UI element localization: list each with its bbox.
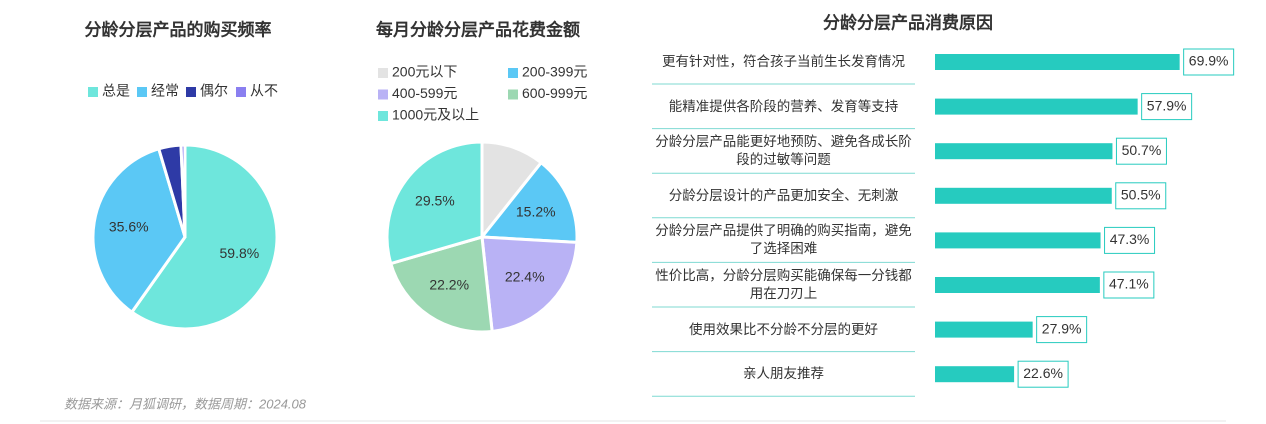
- category-label: 更有针对性，符合孩子当前生长发育情况: [662, 54, 905, 69]
- value-label: 22.4%: [505, 268, 545, 284]
- value-box: [1104, 226, 1156, 254]
- legend-label: 偶尔: [200, 83, 228, 99]
- bar: [935, 321, 1033, 338]
- value-label: 50.7%: [1122, 142, 1162, 158]
- bar: [935, 232, 1101, 249]
- legend-swatch: [378, 68, 388, 78]
- bar: [935, 366, 1015, 383]
- legend-label: 从不: [250, 83, 278, 99]
- legend-label: 400-599元: [392, 85, 457, 101]
- legend-swatch: [137, 87, 147, 97]
- chart-title: 每月分龄分层产品花费金额: [376, 19, 580, 39]
- category-label: 能精准提供各阶段的营养、发育等支持: [668, 98, 899, 114]
- legend-swatch: [88, 87, 98, 97]
- legend-label: 200元以下: [392, 64, 457, 80]
- legend-swatch: [508, 89, 518, 100]
- bar: [935, 143, 1113, 160]
- legend-label: 600-999元: [522, 85, 587, 101]
- source-note: 数据来源：月狐调研，数据周期：2024.08: [64, 396, 307, 411]
- value-label: 15.2%: [516, 204, 556, 220]
- category-label: 分龄分层产品能更好地预防、避免各成长阶段的过敏等问题: [655, 134, 912, 168]
- chart-title: 分龄分层产品消费原因: [823, 12, 993, 32]
- chart-title: 分龄分层产品的购买频率: [85, 19, 272, 39]
- value-box: [1103, 271, 1155, 299]
- bar: [935, 98, 1138, 115]
- legend-swatch: [508, 68, 518, 78]
- pie-slice: [388, 235, 494, 334]
- value-label: 50.5%: [1121, 187, 1161, 203]
- legend-swatch: [236, 87, 246, 97]
- category-label: 亲人朋友推荐: [743, 366, 824, 382]
- value-box: [1017, 360, 1069, 388]
- value-label: 22.6%: [1023, 365, 1063, 381]
- pie-slice: [179, 143, 187, 238]
- value-label: 59.8%: [220, 245, 260, 261]
- category-label: 分龄分层产品提供了明确的购买指南，避免了选择困难: [655, 223, 912, 257]
- legend-swatch: [186, 87, 196, 97]
- legend-swatch: [378, 89, 388, 100]
- value-box: [1183, 48, 1235, 76]
- pie-slice: [480, 235, 579, 334]
- value-label: 47.3%: [1110, 231, 1150, 247]
- legend-swatch: [378, 111, 388, 121]
- bar: [935, 277, 1100, 293]
- value-label: 57.9%: [1147, 97, 1187, 113]
- value-label: 27.9%: [1042, 320, 1082, 336]
- value-box: [1115, 137, 1167, 165]
- pie-slice: [129, 143, 279, 331]
- legend-label: 经常: [151, 83, 179, 99]
- pie-slice: [385, 140, 484, 266]
- value-label: 69.9%: [1189, 53, 1229, 69]
- value-box: [1036, 316, 1088, 344]
- category-label: 分龄分层设计的产品更加安全、无刺激: [668, 187, 899, 203]
- legend-label: 1000元及以上: [392, 107, 479, 123]
- value-label: 35.6%: [109, 218, 149, 234]
- category-label: 性价比高，分龄分层购买能确保每一分钱都用在刀刃上: [655, 268, 912, 301]
- pie-slice: [91, 146, 187, 315]
- value-label: 29.5%: [415, 192, 455, 208]
- bar: [935, 54, 1180, 70]
- value-label: 22.2%: [429, 277, 469, 293]
- value-box: [1141, 93, 1193, 121]
- value-label: 47.1%: [1109, 276, 1149, 292]
- pie-slice: [479, 160, 579, 244]
- value-box: [1115, 182, 1167, 210]
- bar: [935, 187, 1112, 204]
- legend-label: 总是: [102, 83, 130, 99]
- legend-label: 200-399元: [522, 64, 587, 80]
- category-label: 使用效果比不分龄不分层的更好: [689, 321, 878, 337]
